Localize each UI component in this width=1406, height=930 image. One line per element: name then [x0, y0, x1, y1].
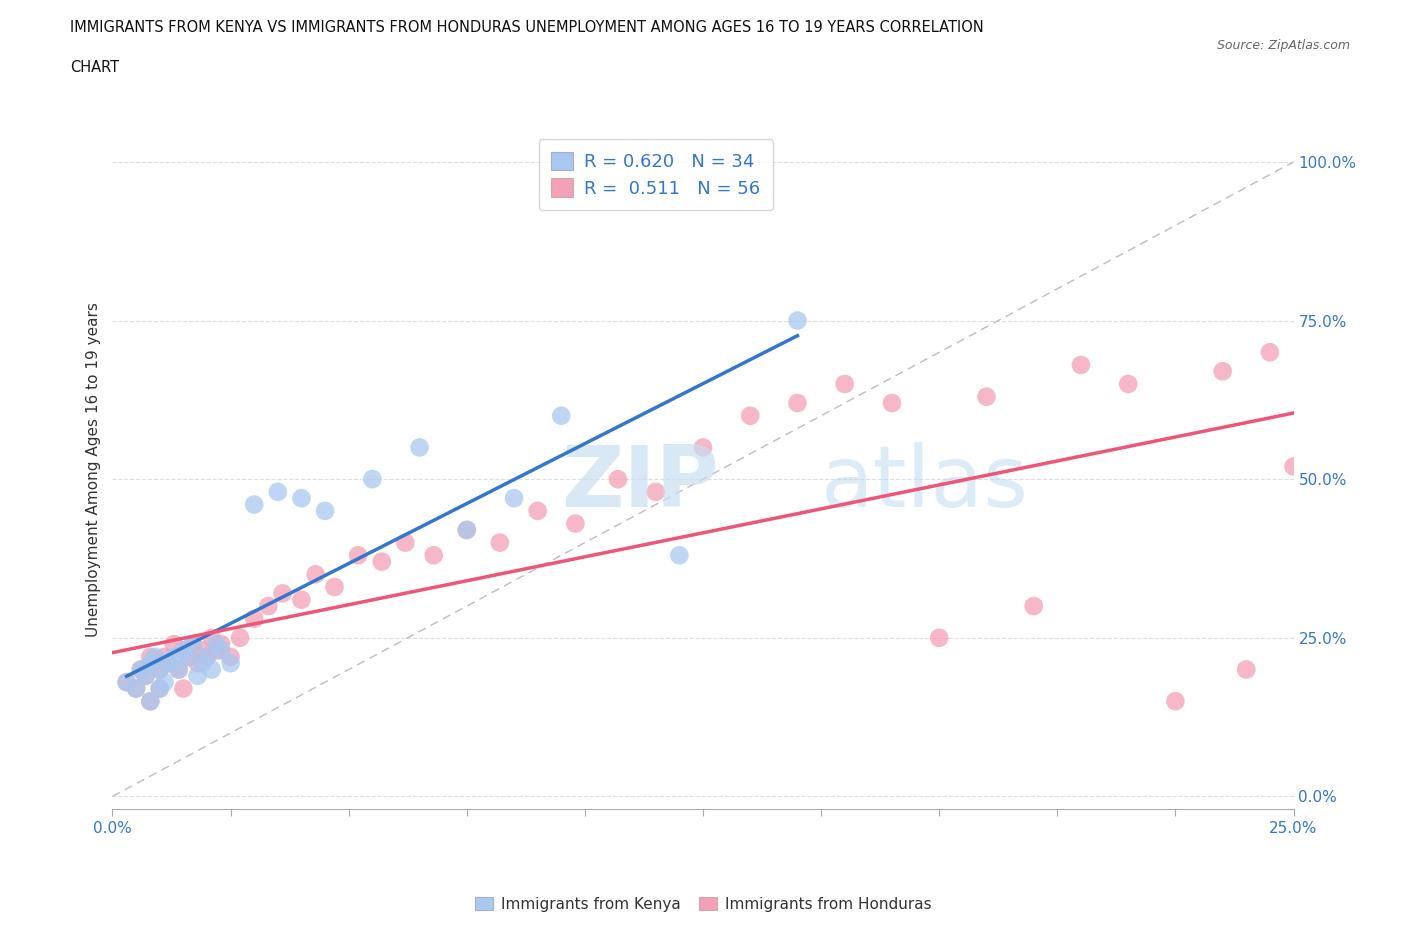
Point — [408, 440, 430, 455]
Point — [347, 548, 370, 563]
Point — [153, 649, 176, 664]
Point — [143, 656, 166, 671]
Point — [135, 669, 157, 684]
Point — [219, 656, 242, 671]
Point — [668, 548, 690, 563]
Point — [143, 649, 166, 664]
Point — [219, 649, 242, 664]
Point — [361, 472, 384, 486]
Point — [1164, 694, 1187, 709]
Point — [976, 390, 998, 405]
Point — [195, 649, 218, 664]
Point — [564, 516, 586, 531]
Point — [181, 637, 204, 652]
Point — [149, 662, 172, 677]
Point — [163, 637, 186, 652]
Point — [257, 599, 280, 614]
Point — [205, 637, 228, 652]
Point — [394, 535, 416, 550]
Point — [786, 395, 808, 410]
Point — [139, 649, 162, 664]
Point — [191, 643, 214, 658]
Point — [607, 472, 630, 486]
Y-axis label: Unemployment Among Ages 16 to 19 years: Unemployment Among Ages 16 to 19 years — [86, 302, 101, 637]
Point — [195, 649, 218, 664]
Point — [167, 662, 190, 677]
Point — [139, 656, 162, 671]
Point — [786, 313, 808, 328]
Legend: R = 0.620   N = 34, R =  0.511   N = 56: R = 0.620 N = 34, R = 0.511 N = 56 — [538, 140, 773, 210]
Point — [928, 631, 950, 645]
Point — [1022, 599, 1045, 614]
Point — [205, 643, 228, 658]
Point — [880, 395, 903, 410]
Point — [135, 669, 157, 684]
Text: ZIP: ZIP — [561, 442, 718, 525]
Point — [290, 491, 312, 506]
Point — [201, 662, 224, 677]
Point — [1116, 377, 1139, 392]
Point — [271, 586, 294, 601]
Point — [149, 681, 172, 696]
Point — [186, 656, 208, 671]
Point — [1234, 662, 1257, 677]
Point — [181, 637, 204, 652]
Point — [1282, 459, 1305, 474]
Point — [157, 656, 180, 671]
Point — [139, 694, 162, 709]
Point — [1070, 357, 1092, 372]
Text: atlas: atlas — [821, 442, 1029, 525]
Point — [177, 649, 200, 664]
Point — [191, 656, 214, 671]
Point — [125, 681, 148, 696]
Point — [153, 675, 176, 690]
Point — [371, 554, 394, 569]
Point — [740, 408, 762, 423]
Point — [526, 503, 548, 518]
Point — [149, 681, 172, 696]
Point — [129, 662, 152, 677]
Point — [167, 662, 190, 677]
Point — [149, 662, 172, 677]
Point — [456, 523, 478, 538]
Point — [267, 485, 290, 499]
Point — [115, 675, 138, 690]
Point — [209, 637, 232, 652]
Point — [314, 503, 336, 518]
Point — [186, 669, 208, 684]
Point — [229, 631, 252, 645]
Point — [290, 592, 312, 607]
Point — [644, 485, 666, 499]
Point — [125, 681, 148, 696]
Text: Source: ZipAtlas.com: Source: ZipAtlas.com — [1216, 39, 1350, 52]
Point — [172, 681, 194, 696]
Point — [1258, 345, 1281, 360]
Text: CHART: CHART — [70, 60, 120, 74]
Point — [157, 656, 180, 671]
Point — [243, 498, 266, 512]
Point — [129, 662, 152, 677]
Point — [304, 567, 326, 582]
Point — [422, 548, 444, 563]
Point — [172, 643, 194, 658]
Point — [489, 535, 512, 550]
Point — [692, 440, 714, 455]
Point — [209, 643, 232, 658]
Legend: Immigrants from Kenya, Immigrants from Honduras: Immigrants from Kenya, Immigrants from H… — [468, 891, 938, 918]
Point — [503, 491, 526, 506]
Point — [1212, 364, 1234, 379]
Point — [323, 579, 346, 594]
Point — [139, 694, 162, 709]
Point — [834, 377, 856, 392]
Point — [201, 631, 224, 645]
Point — [177, 649, 200, 664]
Point — [172, 643, 194, 658]
Point — [243, 611, 266, 626]
Point — [115, 675, 138, 690]
Point — [456, 523, 478, 538]
Text: IMMIGRANTS FROM KENYA VS IMMIGRANTS FROM HONDURAS UNEMPLOYMENT AMONG AGES 16 TO : IMMIGRANTS FROM KENYA VS IMMIGRANTS FROM… — [70, 20, 984, 35]
Point — [550, 408, 572, 423]
Point — [163, 649, 186, 664]
